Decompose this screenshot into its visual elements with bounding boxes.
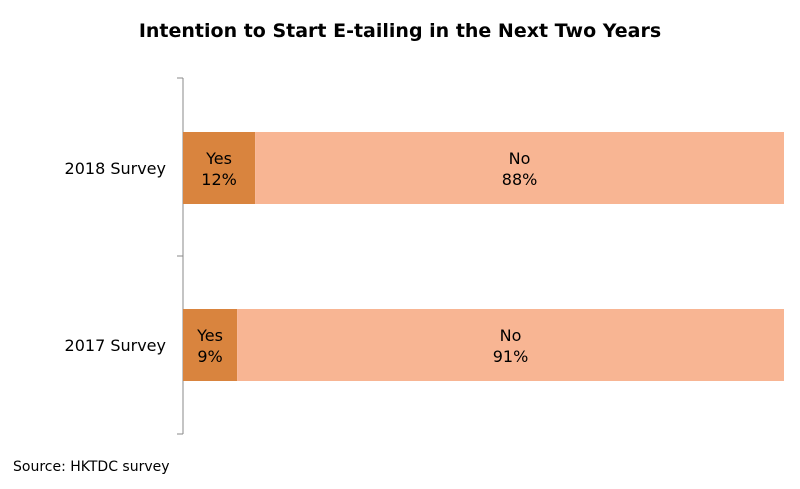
data-label-value: 9% [197, 347, 222, 366]
bar-segment-no [237, 309, 785, 381]
data-label-value: 91% [493, 347, 529, 366]
bar-segment-yes [183, 309, 238, 381]
bar-segment-no [255, 132, 784, 204]
source-note: Source: HKTDC survey [13, 459, 170, 475]
category-label: 2017 Survey [65, 336, 166, 355]
data-label-value: 88% [502, 170, 538, 189]
data-label-value: 12% [201, 170, 237, 189]
bar-segment-yes [183, 132, 256, 204]
data-label-name: Yes [196, 326, 223, 345]
data-label-name: No [500, 326, 522, 345]
category-label: 2018 Survey [65, 159, 166, 178]
data-label-name: Yes [205, 149, 232, 168]
data-label-name: No [509, 149, 531, 168]
chart-title: Intention to Start E-tailing in the Next… [138, 20, 662, 42]
